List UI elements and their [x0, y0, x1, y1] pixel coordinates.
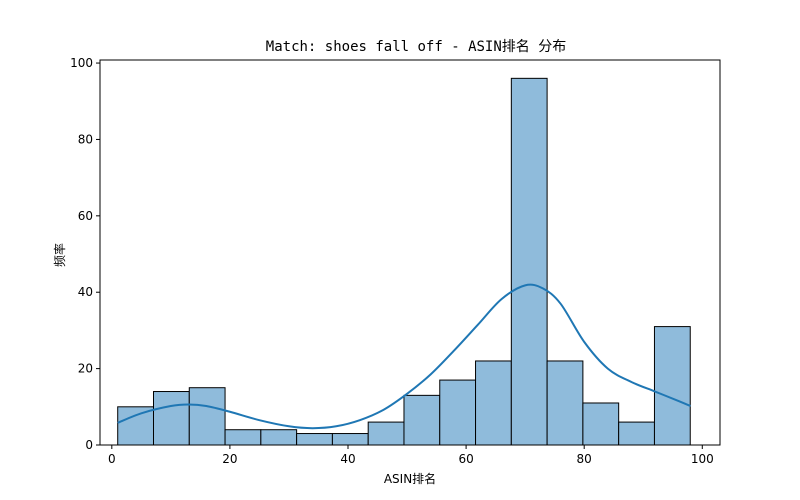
x-axis-label: ASIN排名 — [384, 471, 436, 486]
histogram-bar — [546, 360, 584, 446]
histogram-bar — [403, 394, 441, 446]
histogram-bar — [439, 379, 477, 446]
histogram-bar — [260, 429, 298, 446]
histogram-bar — [224, 429, 262, 446]
x-tick-label: 100 — [691, 452, 714, 466]
x-tick-label: 60 — [458, 452, 473, 466]
histogram-bar — [618, 421, 655, 446]
y-tick-label: 40 — [78, 285, 93, 299]
axes-group: 0 20 40 60 80 100 0 20 40 60 80 100 — [70, 56, 721, 466]
histogram-bar — [296, 433, 333, 446]
histogram-bar — [653, 326, 691, 446]
histogram-bar — [188, 387, 226, 446]
x-tick-label: 20 — [222, 452, 237, 466]
histogram-bar — [582, 402, 620, 446]
chart-title: Match: shoes fall off - ASIN排名 分布 — [266, 39, 566, 55]
plot-frame — [99, 59, 721, 446]
histogram-bar — [475, 360, 512, 446]
histogram-bar — [152, 391, 190, 446]
y-tick-label: 100 — [70, 56, 93, 70]
x-tick-label: 80 — [577, 452, 592, 466]
bars-group — [117, 77, 691, 446]
y-axis-label: 频率 — [52, 243, 67, 267]
y-tick-label: 60 — [78, 209, 93, 223]
histogram-bar — [510, 77, 548, 446]
histogram-bar — [367, 421, 405, 446]
y-tick-label: 0 — [85, 438, 93, 452]
kde-line — [117, 283, 691, 430]
y-tick-label: 80 — [78, 132, 93, 146]
x-tick-label: 40 — [340, 452, 355, 466]
histogram-bar — [117, 406, 154, 446]
x-tick-label: 0 — [108, 452, 116, 466]
kde-group — [117, 283, 691, 430]
histogram-bar — [331, 433, 369, 446]
y-tick-label: 20 — [78, 362, 93, 376]
